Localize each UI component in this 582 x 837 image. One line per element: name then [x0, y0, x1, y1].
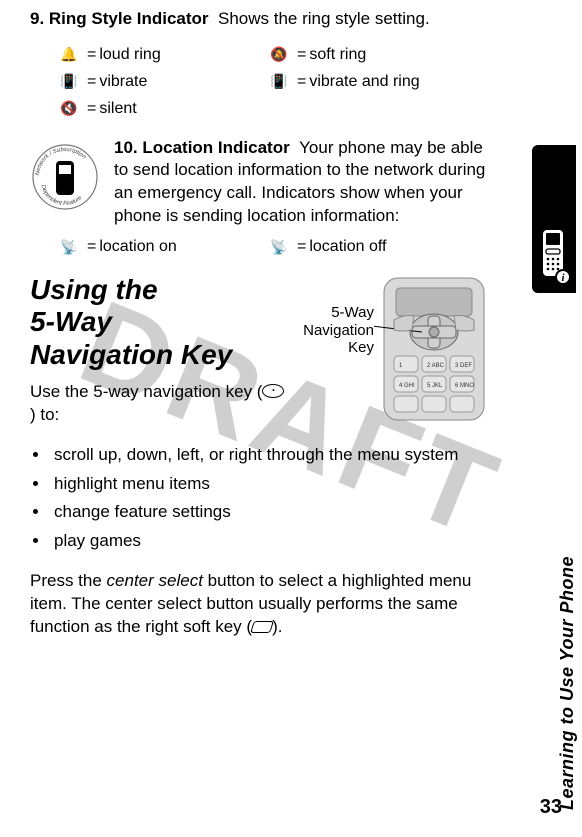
ring-item-label: silent — [99, 95, 136, 122]
nav-bullet-list: scroll up, down, left, or right through … — [50, 441, 500, 557]
svg-text:2 ABC: 2 ABC — [427, 363, 445, 369]
section9-heading: 9. Ring Style Indicator — [30, 9, 209, 28]
soft-ring-icon: 🔕 — [268, 43, 290, 67]
section10-heading: 10. Location Indicator — [114, 138, 290, 157]
list-item: change feature settings — [50, 498, 500, 527]
feature-badge-icon: Network / Subscription Dependent Feature — [30, 137, 100, 217]
location-list: 📡 = location on 📡 = location off — [58, 238, 500, 256]
use-line: Use the 5-way navigation key () to: — [30, 381, 290, 427]
section9-desc: Shows the ring style setting. — [218, 9, 430, 28]
nav-heading: Using the 5-Way Navigation Key — [30, 274, 290, 371]
five-way-key-icon — [262, 384, 284, 398]
location-on-icon: 📡 — [58, 239, 80, 256]
press-paragraph: Press the center select button to select… — [30, 570, 500, 639]
section9-line: 9. Ring Style Indicator Shows the ring s… — [30, 8, 500, 31]
ring-item-label: vibrate and ring — [309, 68, 419, 95]
loc-item: 📡 = location off — [268, 238, 478, 256]
vibrate-icon: 📳 — [58, 70, 80, 94]
five-way-callout-label: 5-Way Navigation Key — [300, 304, 374, 356]
list-item: highlight menu items — [50, 470, 500, 499]
ring-item: 🔇 = silent — [58, 95, 268, 122]
loc-item-label: location off — [309, 238, 386, 256]
ring-item: 📳 = vibrate — [58, 68, 268, 95]
vibrate-ring-icon: 📳 — [268, 70, 290, 94]
list-item: play games — [50, 527, 500, 556]
soft-key-icon — [250, 621, 274, 633]
ring-style-list: 🔔 = loud ring 🔕 = soft ring 📳 = vibrate — [58, 41, 500, 123]
ring-item-label: soft ring — [309, 41, 366, 68]
list-item: scroll up, down, left, or right through … — [50, 441, 500, 470]
section10-text: 10. Location Indicator Your phone may be… — [114, 137, 500, 229]
silent-icon: 🔇 — [58, 97, 80, 121]
loud-ring-icon: 🔔 — [58, 43, 80, 67]
svg-text:6 MNO: 6 MNO — [455, 383, 474, 389]
ring-item: 🔕 = soft ring — [268, 41, 478, 68]
ring-item: 📳 = vibrate and ring — [268, 68, 478, 95]
ring-item-label: vibrate — [99, 68, 147, 95]
svg-text:5 JKL: 5 JKL — [427, 383, 443, 389]
svg-text:4 GHI: 4 GHI — [399, 383, 415, 389]
ring-item: 🔔 = loud ring — [58, 41, 268, 68]
phone-illustration: 12 ABC3 DEF 4 GHI5 JKL6 MNO — [374, 274, 494, 424]
ring-item-label: loud ring — [99, 41, 160, 68]
location-off-icon: 📡 — [268, 239, 290, 256]
side-vertical-text: Learning to Use Your Phone — [557, 556, 578, 810]
side-phone-icon: i — [536, 225, 570, 290]
loc-item: 📡 = location on — [58, 238, 268, 256]
svg-text:3 DEF: 3 DEF — [455, 363, 472, 369]
loc-item-label: location on — [99, 238, 176, 256]
